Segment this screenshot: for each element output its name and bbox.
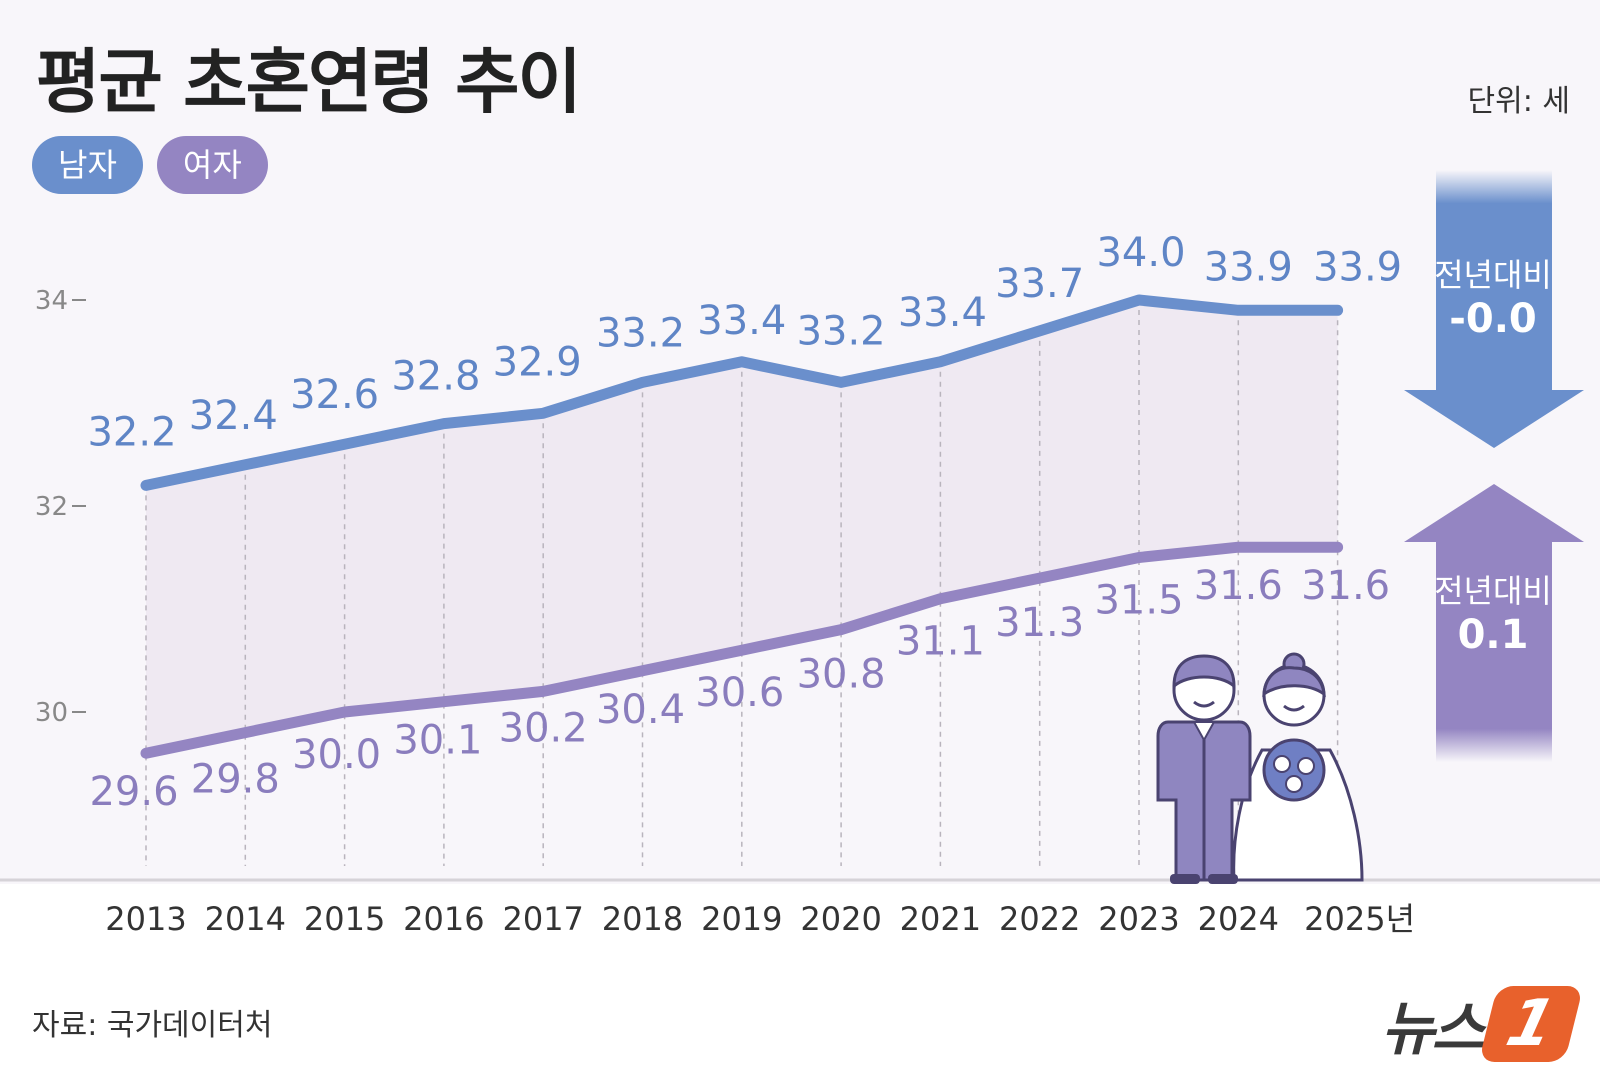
women-data-label: 30.4 xyxy=(596,687,685,733)
x-tick-label: 2016 xyxy=(403,900,484,938)
y-tick-label: 32 xyxy=(35,492,68,522)
news1-logo: 뉴스 1 xyxy=(1381,982,1584,1066)
men-change-arrow-down xyxy=(1404,170,1584,448)
men-series-line xyxy=(140,294,1344,491)
wedding-couple-illustration xyxy=(1156,652,1364,884)
legend-men: 남자 xyxy=(32,136,143,194)
x-tick-label: 2017 xyxy=(502,900,583,938)
men-data-label: 32.4 xyxy=(189,393,278,439)
men-data-label: 33.2 xyxy=(797,308,886,354)
y-tick-label: 30 xyxy=(35,698,68,728)
x-tick-label: 2021 xyxy=(900,900,981,938)
women-series-line xyxy=(140,541,1344,759)
men-change-caption: 전년대비 xyxy=(1434,256,1552,294)
legend: 남자 여자 xyxy=(32,136,268,194)
women-data-label: 30.8 xyxy=(797,652,886,698)
men-change-value: -0.0 xyxy=(1449,296,1537,342)
x-tick-label: 2019 xyxy=(701,900,782,938)
men-data-label: 33.9 xyxy=(1204,244,1293,290)
x-tick-label: 2023 xyxy=(1098,900,1179,938)
men-data-label: 32.6 xyxy=(290,372,379,418)
women-data-label: 31.3 xyxy=(995,600,1084,646)
men-data-label: 33.4 xyxy=(697,298,786,344)
women-data-label: 31.6 xyxy=(1194,563,1283,609)
women-change-label: 전년대비 0.1 xyxy=(1428,566,1558,658)
x-tick-label: 2015 xyxy=(304,900,385,938)
men-data-label: 33.4 xyxy=(898,290,987,336)
men-data-label: 33.7 xyxy=(995,261,1084,307)
x-tick-label: 2020 xyxy=(800,900,881,938)
women-data-label: 30.0 xyxy=(292,732,381,778)
women-data-label: 30.1 xyxy=(393,718,482,764)
x-tick-label: 2022 xyxy=(999,900,1080,938)
x-tick-label: 2013 xyxy=(105,900,186,938)
women-data-label: 31.5 xyxy=(1094,578,1183,624)
source-note: 자료: 국가데이터처 xyxy=(32,1008,273,1043)
x-tick-label: 2024 xyxy=(1198,900,1279,938)
legend-women: 여자 xyxy=(156,136,268,194)
women-data-label: 30.2 xyxy=(499,705,588,751)
men-data-label: 32.2 xyxy=(87,409,176,455)
chart-title: 평균 초혼연령 추이 xyxy=(36,41,582,123)
logo-text: 뉴스 xyxy=(1381,995,1485,1063)
x-tick-label: 2018 xyxy=(602,900,683,938)
men-data-label: 32.8 xyxy=(391,354,480,400)
women-change-arrow-up xyxy=(1404,484,1584,762)
men-data-label: 33.9 xyxy=(1313,244,1402,290)
men-change-label: 전년대비 -0.0 xyxy=(1428,250,1558,342)
men-data-label: 34.0 xyxy=(1096,230,1185,276)
logo-badge: 1 xyxy=(1478,986,1584,1062)
x-axis-band xyxy=(0,884,1600,1085)
x-tick-label: 2014 xyxy=(205,900,286,938)
men-data-label: 33.2 xyxy=(596,310,685,356)
y-tick-label: 34 xyxy=(35,286,68,316)
x-tick-label: 2025년 xyxy=(1304,900,1415,938)
women-data-label: 31.6 xyxy=(1301,563,1390,609)
men-data-label: 32.9 xyxy=(493,339,582,385)
women-change-value: 0.1 xyxy=(1457,612,1529,658)
women-data-label: 29.8 xyxy=(191,757,280,803)
unit-label: 단위: 세 xyxy=(1467,84,1570,119)
women-data-label: 29.6 xyxy=(89,769,178,815)
women-data-label: 30.6 xyxy=(695,670,784,716)
women-change-caption: 전년대비 xyxy=(1434,572,1552,610)
women-data-label: 31.1 xyxy=(896,619,985,665)
